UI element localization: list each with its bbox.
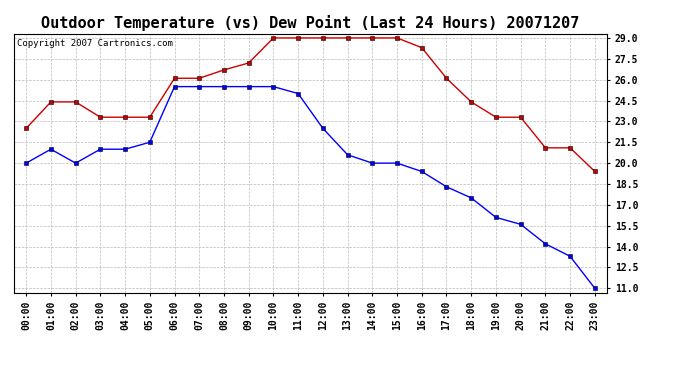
Title: Outdoor Temperature (vs) Dew Point (Last 24 Hours) 20071207: Outdoor Temperature (vs) Dew Point (Last… [41,15,580,31]
Text: Copyright 2007 Cartronics.com: Copyright 2007 Cartronics.com [17,39,172,48]
